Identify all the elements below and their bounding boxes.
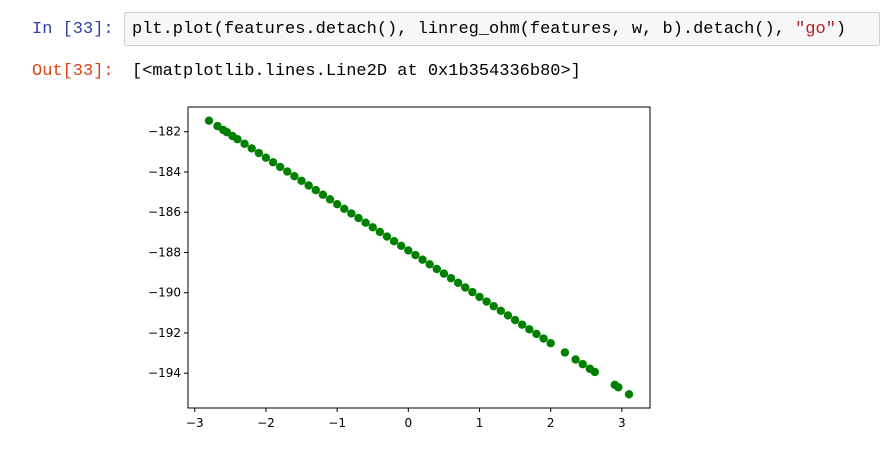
code-string: "go": [795, 20, 836, 39]
point: [453, 278, 463, 288]
point: [354, 213, 363, 223]
point: [318, 190, 328, 199]
point: [496, 306, 506, 316]
point: [532, 329, 541, 339]
x-tick-label: −1: [328, 416, 346, 430]
point: [525, 325, 534, 334]
point: [432, 264, 441, 274]
point: [240, 139, 249, 149]
axes-frame: [187, 106, 651, 409]
x-tick-label: 0: [405, 416, 413, 430]
y-tick-label: −182: [148, 125, 181, 139]
point: [560, 348, 570, 357]
x-tick-label: −3: [186, 416, 204, 430]
point: [340, 204, 349, 214]
point: [268, 158, 278, 167]
y-tick-label: −184: [148, 165, 181, 179]
point: [590, 367, 600, 377]
point: [382, 232, 392, 241]
point: [539, 334, 548, 343]
y-tick-label: −190: [148, 286, 181, 300]
point: [283, 167, 292, 176]
point: [368, 223, 377, 232]
point: [468, 287, 477, 297]
y-tick-label: −186: [148, 205, 181, 219]
code: plt.plot(features.detach(), linreg_ohm(f…: [132, 20, 846, 40]
point: [247, 144, 256, 153]
point: [518, 320, 527, 329]
point: [475, 292, 484, 302]
out-prompt: Out[33]:: [32, 62, 114, 81]
point: [332, 199, 342, 209]
x-tick-label: 2: [547, 416, 555, 430]
point: [614, 383, 623, 392]
y-tick-label: −192: [148, 326, 181, 340]
point: [290, 172, 299, 181]
point: [233, 134, 242, 144]
point: [404, 246, 413, 255]
code-part: ): [835, 20, 847, 39]
point: [361, 218, 370, 227]
point: [425, 260, 434, 269]
x-tick-label: 3: [618, 416, 626, 430]
point: [489, 301, 498, 311]
point: [510, 315, 520, 325]
point: [439, 269, 449, 278]
point: [624, 390, 634, 399]
point: [347, 209, 356, 218]
input-cell[interactable]: [124, 12, 880, 46]
code-part: plt.plot(features.detach(), linreg_ohm(f…: [132, 20, 796, 39]
point: [482, 297, 491, 306]
point: [297, 176, 306, 186]
point: [546, 339, 555, 348]
point: [275, 162, 285, 172]
point: [311, 185, 320, 195]
point: [446, 274, 456, 283]
point: [261, 153, 271, 162]
in-prompt: In [33]:: [32, 20, 114, 39]
point: [461, 283, 470, 292]
point: [375, 227, 385, 237]
point: [204, 116, 214, 125]
point: [571, 355, 580, 364]
output: [<matplotlib.lines.Line2D at 0x1b354336b…: [132, 62, 581, 81]
point: [389, 237, 399, 246]
point: [397, 241, 406, 251]
point: [411, 250, 420, 260]
point: [418, 255, 427, 264]
point: [304, 181, 313, 190]
y-tick-label: −188: [148, 245, 181, 259]
x-tick-label: 1: [476, 416, 484, 430]
point: [503, 311, 513, 320]
x-tick-label: −2: [257, 416, 275, 430]
point: [254, 148, 264, 158]
point: [578, 359, 587, 369]
y-tick-label: −194: [148, 366, 181, 380]
point: [325, 195, 335, 204]
